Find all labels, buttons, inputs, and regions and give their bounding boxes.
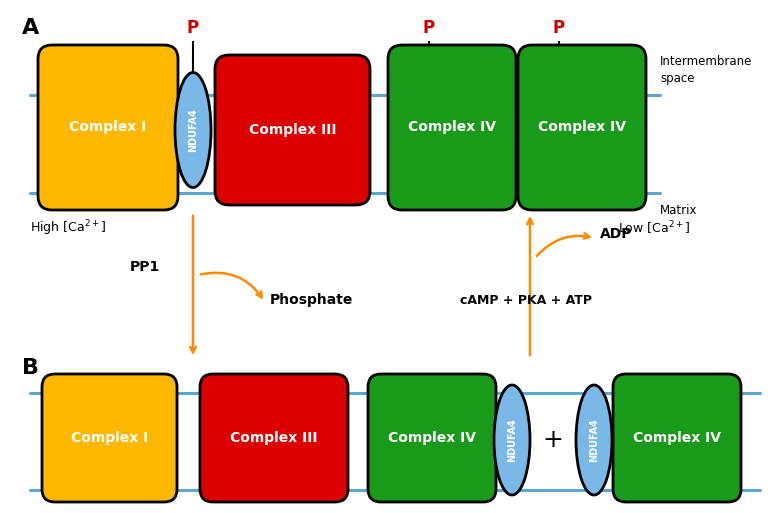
Text: Low [Ca$^{2+}$]: Low [Ca$^{2+}$] [618,219,690,237]
FancyBboxPatch shape [368,374,496,502]
Text: A: A [22,18,39,38]
Text: P: P [423,19,435,37]
Text: cAMP + PKA + ATP: cAMP + PKA + ATP [460,293,592,306]
Text: ADP: ADP [600,227,633,241]
Text: PP1: PP1 [130,260,160,274]
Text: NDUFA4: NDUFA4 [188,108,198,152]
FancyBboxPatch shape [388,45,516,210]
Text: +: + [543,428,563,452]
Text: Matrix: Matrix [660,204,697,216]
Text: Complex IV: Complex IV [408,121,496,134]
Text: NDUFA4: NDUFA4 [589,418,599,462]
FancyBboxPatch shape [200,374,348,502]
Text: Complex I: Complex I [71,431,148,445]
Text: Complex IV: Complex IV [538,121,626,134]
Text: B: B [22,358,39,378]
Text: Intermembrane
space: Intermembrane space [660,55,753,85]
Ellipse shape [494,385,530,495]
Text: P: P [187,19,199,37]
Text: Complex I: Complex I [69,121,147,134]
Ellipse shape [576,385,612,495]
FancyBboxPatch shape [38,45,178,210]
Text: P: P [553,19,565,37]
FancyBboxPatch shape [613,374,741,502]
FancyBboxPatch shape [42,374,177,502]
Text: Complex III: Complex III [249,123,336,137]
Text: Complex III: Complex III [230,431,317,445]
Text: High [Ca$^{2+}$]: High [Ca$^{2+}$] [30,218,107,238]
Text: Complex IV: Complex IV [388,431,476,445]
FancyBboxPatch shape [518,45,646,210]
FancyBboxPatch shape [215,55,370,205]
Text: NDUFA4: NDUFA4 [507,418,517,462]
Text: Phosphate: Phosphate [270,293,353,307]
Ellipse shape [175,72,211,187]
Text: Complex IV: Complex IV [633,431,721,445]
